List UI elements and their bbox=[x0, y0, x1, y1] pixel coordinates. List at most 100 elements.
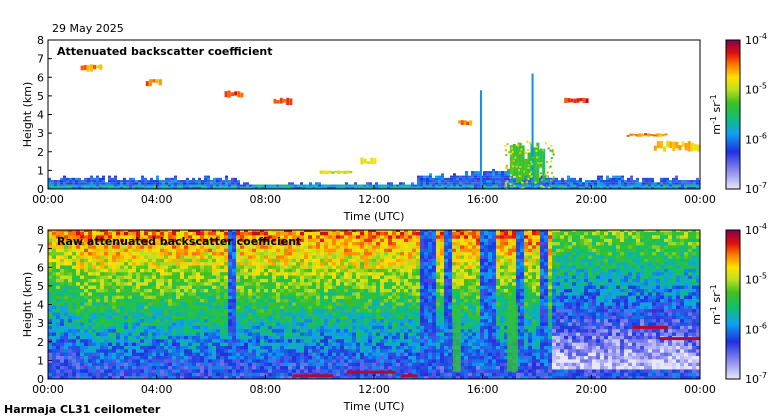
raw-cell bbox=[292, 322, 296, 326]
aerosol-cell bbox=[624, 186, 627, 189]
raw-cell bbox=[132, 362, 136, 367]
raw-cell bbox=[320, 248, 324, 253]
aerosol-cell bbox=[573, 182, 576, 185]
raw-cell bbox=[104, 265, 108, 269]
raw-cell bbox=[144, 271, 148, 276]
raw-cell bbox=[104, 231, 108, 236]
raw-cell bbox=[48, 285, 52, 289]
raw-cell bbox=[68, 231, 72, 236]
raw-cell bbox=[60, 332, 64, 336]
raw-cell bbox=[224, 365, 228, 370]
raw-cell bbox=[76, 258, 80, 263]
raw-cell bbox=[284, 365, 288, 370]
raw-cell bbox=[116, 278, 120, 283]
raw-cell bbox=[164, 352, 168, 357]
aerosol-cell bbox=[243, 186, 246, 189]
raw-cell bbox=[164, 241, 168, 246]
raw-cell bbox=[212, 365, 216, 370]
raw-cell bbox=[180, 352, 184, 357]
raw-cell bbox=[292, 342, 296, 346]
raw-cell bbox=[120, 368, 124, 373]
aerosol-cell bbox=[87, 180, 90, 183]
aerosol-cell bbox=[246, 186, 249, 189]
raw-cell bbox=[320, 281, 324, 286]
raw-cell bbox=[232, 234, 236, 239]
raw-cell bbox=[244, 368, 248, 373]
raw-cell bbox=[324, 285, 328, 289]
raw-cell bbox=[220, 305, 224, 310]
raw-cell bbox=[356, 268, 360, 273]
raw-cell bbox=[304, 291, 308, 296]
aerosol-cell bbox=[600, 180, 603, 183]
raw-cell bbox=[100, 241, 104, 246]
raw-cell bbox=[356, 362, 360, 367]
raw-cell bbox=[364, 301, 368, 306]
aerosol-cell bbox=[399, 184, 402, 187]
raw-cell bbox=[64, 338, 68, 343]
raw-cell bbox=[244, 375, 248, 379]
raw-cell bbox=[144, 358, 148, 363]
raw-cell bbox=[160, 311, 164, 316]
raw-cell bbox=[168, 305, 172, 310]
raw-cell bbox=[180, 278, 184, 283]
raw-cell bbox=[160, 305, 164, 310]
raw-cell bbox=[52, 345, 56, 350]
raw-cell bbox=[336, 275, 340, 279]
plume-cell bbox=[510, 174, 513, 177]
raw-cell bbox=[356, 231, 360, 236]
raw-cell bbox=[352, 244, 356, 249]
raw-cell bbox=[352, 311, 356, 316]
raw-cell bbox=[208, 271, 212, 276]
raw-cell bbox=[196, 318, 200, 323]
raw-cell bbox=[212, 332, 216, 336]
raw-cell bbox=[172, 230, 176, 232]
raw-cell bbox=[372, 291, 376, 296]
raw-cell bbox=[60, 308, 64, 313]
aerosol-cell bbox=[693, 186, 696, 189]
aerosol-cell bbox=[72, 182, 75, 185]
raw-cell bbox=[88, 230, 92, 232]
aerosol-cell bbox=[456, 182, 459, 185]
raw-cell bbox=[172, 352, 176, 357]
raw-cell bbox=[344, 241, 348, 246]
raw-cell bbox=[208, 362, 212, 367]
raw-cell bbox=[60, 288, 64, 293]
raw-cell bbox=[356, 230, 360, 232]
aerosol-cell bbox=[156, 177, 159, 181]
raw-cell bbox=[92, 322, 96, 326]
raw-cell bbox=[216, 285, 220, 289]
raw-cell bbox=[76, 348, 80, 353]
raw-cell bbox=[364, 348, 368, 353]
raw-cell bbox=[220, 261, 224, 266]
raw-cell bbox=[296, 352, 300, 357]
raw-cell bbox=[152, 355, 156, 360]
aerosol-cell bbox=[57, 184, 60, 187]
raw-cell bbox=[212, 244, 216, 249]
raw-cell bbox=[260, 318, 264, 323]
aerosol-cell bbox=[486, 171, 489, 174]
raw-cell bbox=[340, 325, 344, 330]
raw-cell bbox=[144, 328, 148, 333]
raw-cell bbox=[88, 238, 92, 243]
raw-cell bbox=[304, 261, 308, 266]
raw-cell bbox=[216, 345, 220, 350]
raw-cell bbox=[364, 265, 368, 269]
raw-cell bbox=[268, 372, 272, 377]
raw-cell bbox=[312, 328, 316, 333]
raw-cell bbox=[288, 365, 292, 370]
raw-cell bbox=[96, 315, 100, 320]
aerosol-cell bbox=[129, 186, 132, 189]
raw-cell bbox=[320, 322, 324, 326]
raw-cell bbox=[80, 278, 84, 283]
aerosol-cell bbox=[177, 186, 180, 189]
raw-cell bbox=[376, 238, 380, 243]
raw-cell bbox=[200, 362, 204, 367]
raw-cell bbox=[56, 275, 60, 279]
raw-cell bbox=[252, 325, 256, 330]
raw-cell bbox=[256, 308, 260, 313]
aerosol-cell bbox=[144, 177, 147, 181]
raw-cell bbox=[200, 368, 204, 373]
raw-cell bbox=[156, 352, 160, 357]
raw-cell bbox=[164, 298, 168, 303]
raw-cell bbox=[152, 265, 156, 269]
